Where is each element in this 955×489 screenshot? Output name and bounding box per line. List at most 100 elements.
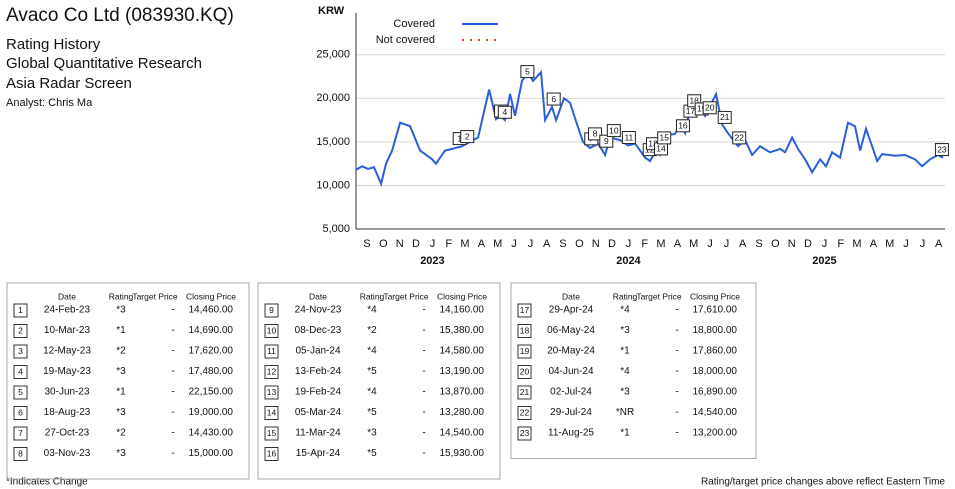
subtitle: Global Quantitative Research [6, 55, 202, 72]
rating-marker-label: 5 [525, 66, 530, 76]
row-marker [517, 365, 532, 379]
column-header: Closing Price [437, 291, 487, 301]
close-cell: 14,580.00 [440, 346, 485, 357]
date-cell: 08-Dec-23 [295, 325, 342, 336]
row-marker [264, 303, 279, 318]
close-cell: 15,380.00 [440, 325, 485, 336]
row-id: 21 [520, 387, 530, 397]
x-tick-label: M [460, 238, 469, 250]
row-id: 23 [520, 428, 530, 438]
rating-marker-label: 10 [609, 125, 619, 135]
close-cell: 19,000.00 [189, 407, 234, 418]
row-marker [264, 406, 279, 420]
close-cell: 15,930.00 [440, 448, 485, 459]
x-tick-label: F [641, 238, 648, 250]
row-marker [517, 385, 532, 400]
date-cell: 20-May-24 [547, 346, 595, 357]
x-tick-label: N [592, 238, 600, 250]
close-cell: 13,200.00 [693, 428, 738, 439]
rating-cell: *5 [367, 407, 377, 418]
date-cell: 03-Nov-23 [44, 448, 91, 459]
column-header: Rating [360, 291, 385, 301]
x-tick-label: M [656, 238, 665, 250]
row-id: 15 [267, 428, 277, 438]
row-marker [13, 344, 28, 359]
close-cell: 13,870.00 [440, 387, 485, 398]
row-id: 9 [269, 305, 274, 315]
rating-cell: *3 [116, 366, 126, 377]
rating-marker-label: 4 [502, 107, 507, 117]
x-tick-label: O [575, 238, 584, 250]
x-tick-label: J [626, 238, 632, 250]
close-cell: 14,540.00 [440, 428, 485, 439]
close-cell: 22,150.00 [189, 387, 234, 398]
row-id: 2 [18, 325, 23, 335]
rating-marker-label: 8 [593, 129, 598, 139]
rating-marker-label: 16 [678, 121, 688, 131]
row-marker [13, 406, 28, 420]
column-header: Closing Price [186, 291, 236, 301]
target-cell: - [422, 448, 425, 459]
date-cell: 24-Nov-23 [295, 305, 342, 316]
row-id: 13 [267, 387, 277, 397]
close-cell: 14,460.00 [189, 305, 234, 316]
x-tick-label: A [478, 238, 486, 250]
x-tick-label: J [724, 238, 730, 250]
x-tick-label: A [935, 238, 943, 250]
date-cell: 19-Feb-24 [295, 387, 342, 398]
rating-marker-label: 1 [457, 133, 462, 143]
row-id: 11 [267, 346, 276, 356]
row-marker [264, 324, 279, 338]
row-marker [517, 344, 532, 359]
rating-marker [588, 127, 603, 141]
y-tick-label: 5,000 [322, 223, 350, 235]
date-cell: 05-Mar-24 [295, 407, 342, 418]
rating-marker [606, 124, 621, 138]
rating-cell: *5 [367, 366, 377, 377]
row-id: 19 [520, 346, 530, 356]
date-cell: 15-Apr-24 [296, 448, 341, 459]
row-marker [264, 385, 279, 400]
row-id: 7 [18, 428, 23, 438]
row-marker [264, 426, 279, 441]
rating-cell: *4 [367, 305, 377, 316]
title: Avaco Co Ltd (083930.KQ) [6, 5, 234, 26]
row-id: 1 [18, 305, 23, 315]
row-marker [13, 365, 28, 379]
date-cell: 12-May-23 [43, 346, 91, 357]
y-tick-label: 10,000 [316, 179, 350, 191]
table-frame [6, 282, 250, 480]
x-tick-label: J [903, 238, 909, 250]
rating-cell: *3 [620, 387, 630, 398]
close-cell: 16,890.00 [693, 387, 738, 398]
rating-cell: *3 [116, 305, 126, 316]
rating-cell: *4 [620, 305, 630, 316]
column-header: Target Price [383, 291, 429, 301]
x-tick-label: J [511, 238, 517, 250]
row-id: 8 [18, 448, 23, 458]
rating-cell: *2 [116, 428, 126, 439]
target-cell: - [171, 325, 174, 336]
target-cell: - [675, 305, 678, 316]
subtitle: Rating History [6, 36, 101, 53]
y-tick-label: 25,000 [316, 49, 350, 61]
rating-marker-label: 23 [937, 144, 947, 154]
close-cell: 14,160.00 [440, 305, 485, 316]
x-tick-label: N [396, 238, 404, 250]
x-tick-label: A [870, 238, 878, 250]
x-tick-label: D [608, 238, 616, 250]
close-cell: 17,610.00 [693, 305, 738, 316]
y-tick-label: 15,000 [316, 136, 350, 148]
rating-cell: *4 [367, 346, 377, 357]
row-marker [264, 447, 279, 461]
rating-cell: *4 [367, 387, 377, 398]
target-cell: - [171, 366, 174, 377]
table-frame [510, 282, 757, 459]
rating-marker [546, 92, 561, 106]
row-id: 22 [520, 407, 530, 417]
close-cell: 17,620.00 [189, 346, 234, 357]
rating-cell: *3 [116, 407, 126, 418]
rating-marker-label: 9 [604, 136, 609, 146]
row-id: 5 [18, 387, 23, 397]
x-tick-label: A [543, 238, 551, 250]
